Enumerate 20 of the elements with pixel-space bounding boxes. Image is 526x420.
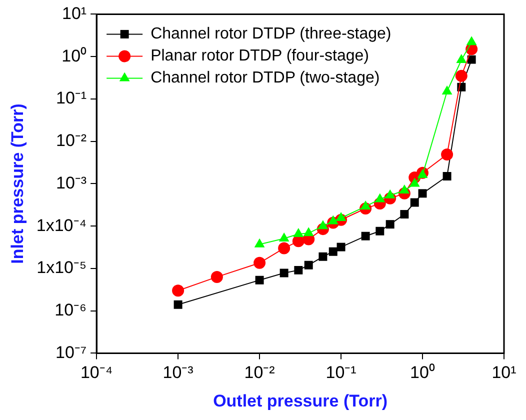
x-tick-label: 10⁻² (244, 363, 276, 382)
x-tick-label: 10¹ (492, 363, 517, 382)
x-tick-label: 10⁻¹ (326, 363, 357, 382)
y-tick-label: 10⁻² (56, 131, 87, 150)
y-tick-label: 1x10⁻⁴ (36, 216, 87, 235)
y-tick-label: 10⁻⁶ (54, 300, 87, 320)
x-tick-label: 10⁻⁴ (80, 363, 113, 382)
y-tick-label: 10¹ (62, 4, 87, 23)
y-tick-label: 10⁻¹ (56, 88, 87, 108)
y-tick-label: 10⁻³ (56, 173, 87, 192)
y-tick-label: 10⁻⁷ (56, 342, 87, 362)
x-axis-title: Outlet pressure (Torr) (213, 391, 388, 410)
y-axis-title: Inlet pressure (Torr) (8, 104, 27, 264)
x-tick-label: 10⁻³ (162, 363, 194, 382)
legend-label: Channel rotor DTDP (three-stage) (150, 26, 392, 43)
legend-label: Channel rotor DTDP (two-stage) (150, 70, 380, 87)
x-tick-label: 10⁰ (410, 363, 435, 382)
y-tick-label: 1x10⁻⁵ (36, 258, 87, 278)
legend-label: Planar rotor DTDP (four-stage) (150, 48, 370, 65)
y-tick-label: 10⁰ (62, 46, 87, 66)
